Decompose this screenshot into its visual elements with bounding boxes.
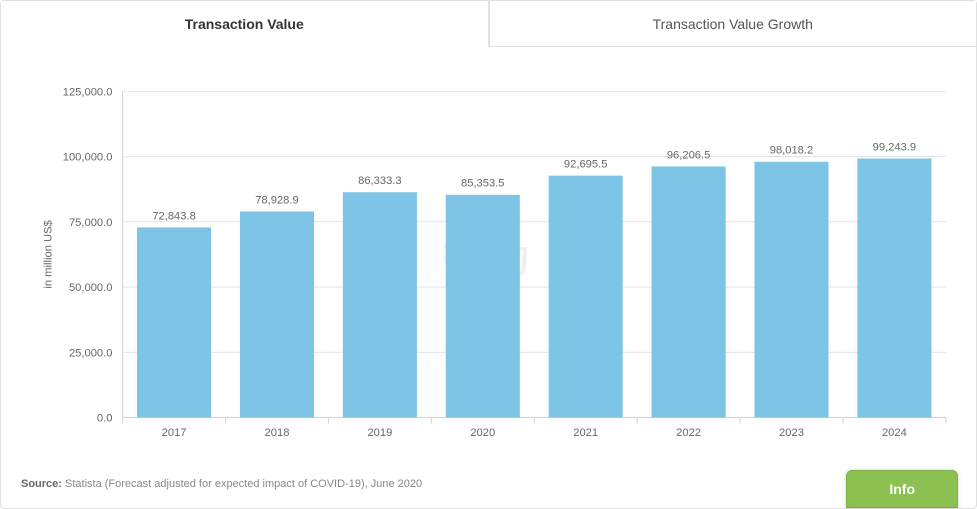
- svg-text:125,000.0: 125,000.0: [63, 86, 113, 98]
- svg-text:2017: 2017: [162, 427, 187, 439]
- svg-text:2021: 2021: [573, 427, 598, 439]
- tab-transaction-value-growth[interactable]: Transaction Value Growth: [489, 1, 977, 47]
- bar-chart: 0.0 25,000.0 50,000.0 75,000.0 100,000.0 125,…: [21, 71, 956, 448]
- source-footer: Source: Statista (Forecast adjusted for …: [21, 478, 422, 490]
- svg-text:99,243.9: 99,243.9: [873, 141, 917, 153]
- svg-text:2018: 2018: [265, 427, 290, 439]
- svg-text:96,206.5: 96,206.5: [667, 149, 711, 161]
- svg-text:72,843.8: 72,843.8: [152, 210, 196, 222]
- svg-text:2019: 2019: [367, 427, 392, 439]
- info-button[interactable]: Info: [846, 470, 958, 508]
- svg-text:98,018.2: 98,018.2: [770, 145, 814, 157]
- svg-text:in million US$: in million US$: [43, 219, 55, 288]
- svg-text:0.0: 0.0: [97, 412, 113, 424]
- svg-text:2024: 2024: [882, 427, 907, 439]
- source-text: Statista (Forecast adjusted for expected…: [65, 478, 422, 490]
- svg-text:85,353.5: 85,353.5: [461, 178, 505, 190]
- svg-text:2023: 2023: [779, 427, 804, 439]
- svg-text:2020: 2020: [470, 427, 495, 439]
- source-label: Source:: [21, 478, 62, 490]
- svg-text:75,000.0: 75,000.0: [69, 217, 113, 229]
- svg-text:92,695.5: 92,695.5: [564, 158, 608, 170]
- svg-text:100,000.0: 100,000.0: [63, 152, 113, 164]
- tabs-bar: Transaction Value Transaction Value Grow…: [1, 1, 976, 47]
- svg-text:86,333.3: 86,333.3: [358, 175, 402, 187]
- svg-text:50,000.0: 50,000.0: [69, 282, 113, 294]
- svg-text:78,928.9: 78,928.9: [255, 194, 299, 206]
- tab-transaction-value[interactable]: Transaction Value: [1, 1, 489, 47]
- svg-text:25,000.0: 25,000.0: [69, 347, 113, 359]
- svg-text:2022: 2022: [676, 427, 701, 439]
